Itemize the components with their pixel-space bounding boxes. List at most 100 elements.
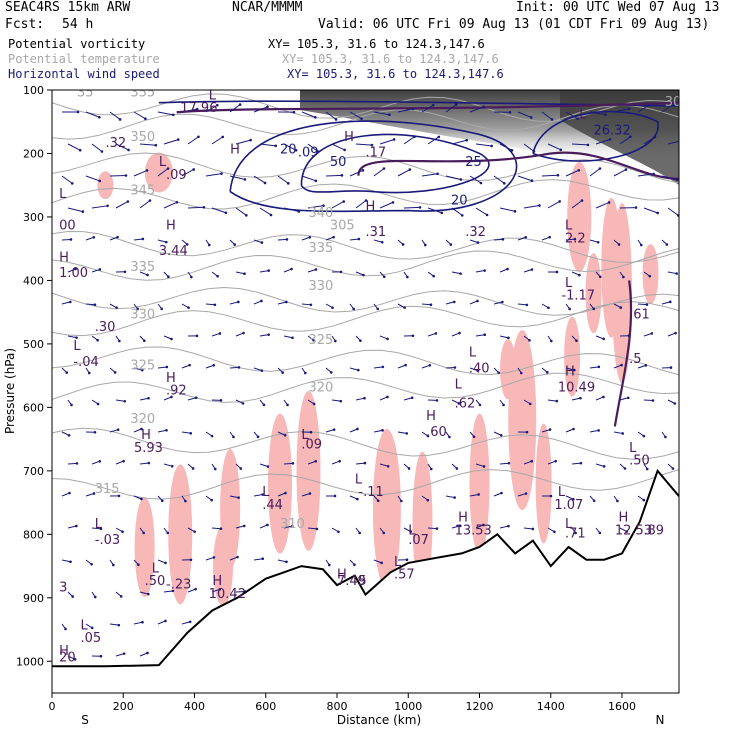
wind-vector	[139, 462, 149, 465]
wind-vector	[541, 429, 551, 433]
wind-vector-head	[620, 363, 623, 367]
wind-vector	[109, 236, 118, 241]
isentrope-label: 35	[77, 85, 94, 100]
wind-vector-head	[170, 337, 173, 341]
wind-vector	[67, 207, 83, 213]
wind-vector-head	[647, 103, 651, 107]
wind-vector	[163, 139, 179, 145]
wind-vector-head	[676, 214, 679, 217]
wind-vector	[595, 396, 604, 401]
wind-vector-head	[213, 303, 217, 307]
wind-vector-head	[144, 117, 147, 121]
wind-vector-head	[413, 135, 416, 139]
wind-vector-head	[550, 118, 554, 121]
wind-vector-head	[568, 307, 571, 311]
wind-vector	[373, 429, 383, 433]
wind-vector	[451, 207, 463, 216]
wind-vector	[445, 104, 457, 113]
wind-vector-head	[267, 333, 271, 336]
forecast-label: Fcst:	[5, 17, 45, 32]
wind-vector	[139, 397, 149, 401]
wind-vector	[109, 429, 119, 433]
field-xy-theta: XY= 105.3, 31.6 to 124.3,147.6	[282, 52, 499, 66]
wind-vector	[667, 271, 677, 275]
wind-vector-head	[166, 531, 170, 535]
pv-extremum-label: H	[426, 409, 436, 424]
wind-vector	[181, 621, 191, 625]
wind-vector-head	[236, 555, 239, 559]
wind-vector-head	[171, 113, 175, 117]
x-axis-label: Distance (km)	[337, 713, 421, 727]
wind-vector-head	[429, 467, 433, 471]
wind-vector-head	[238, 103, 242, 106]
wind-vector	[325, 111, 337, 120]
isentrope-label: 330	[130, 308, 155, 323]
wind-vector-head	[558, 200, 561, 203]
wind-vector-head	[448, 435, 451, 439]
wind-vector	[355, 397, 365, 401]
wind-vector	[427, 332, 437, 337]
pv-contour	[176, 101, 679, 114]
wind-vector-head	[334, 339, 337, 343]
wind-vector	[565, 169, 580, 177]
wind-vector-head	[127, 148, 130, 152]
wind-vector-head	[642, 434, 646, 438]
wind-vector-head	[242, 331, 245, 335]
wind-vector	[403, 136, 415, 145]
wind-vector-head	[645, 303, 649, 306]
wind-vector-head	[126, 200, 130, 203]
wind-vector-head	[353, 563, 356, 566]
wind-vector	[253, 175, 266, 184]
isentrope-line	[52, 230, 679, 263]
terrain-fill	[52, 470, 679, 693]
pv-extremum-label: L	[565, 219, 573, 234]
wind-vector-head	[340, 174, 344, 177]
pv-extremum-label: .32	[105, 136, 126, 151]
wind-vector-head	[69, 300, 72, 304]
wind-vector	[229, 301, 239, 305]
wind-vector-head	[291, 524, 294, 528]
wind-vector	[427, 207, 442, 214]
wind-vector-head	[266, 523, 269, 527]
wind-vector	[85, 303, 95, 306]
wind-vector-head	[503, 182, 506, 185]
pv-extremum-label: H	[337, 568, 347, 583]
wind-vector-head	[121, 530, 124, 534]
pv-shade-region	[535, 423, 552, 544]
wind-vector	[595, 202, 610, 209]
wind-vector-head	[410, 396, 414, 400]
wind-vector	[277, 431, 286, 436]
wind-vector-head	[96, 402, 100, 406]
wind-vector	[619, 397, 629, 401]
wind-vector	[331, 460, 340, 465]
wind-vector	[181, 431, 191, 434]
wind-vector-head	[432, 274, 435, 278]
wind-vector-head	[457, 402, 461, 405]
wind-vector-head	[284, 491, 287, 495]
isentrope-label: 335	[130, 260, 155, 275]
wind-vector	[283, 462, 293, 465]
wind-vector-head	[176, 138, 180, 141]
wind-vector	[445, 495, 455, 499]
wind-vector-head	[69, 560, 72, 564]
wind-vector	[355, 200, 367, 209]
wind-vector-head	[578, 273, 581, 277]
wind-vector-head	[70, 182, 74, 185]
wind-vector-head	[634, 206, 638, 209]
wind-vector	[187, 397, 197, 401]
y-tick-label: 600	[23, 401, 44, 414]
wind-vector-head	[338, 459, 341, 463]
wind-vector-head	[573, 237, 577, 241]
valid-time: Valid: 06 UTC Fri 09 Aug 13 (01 CDT Fri …	[318, 17, 710, 32]
model-title: SEAC4RS 15km ARW	[5, 0, 131, 15]
pv-extremum-label: -.03	[95, 533, 120, 548]
wind-vector-head	[501, 238, 505, 241]
wind-vector-head	[401, 243, 405, 246]
wind-vector-head	[525, 303, 529, 307]
wind-vector-head	[193, 530, 196, 533]
pv-extremum-label: -.11	[358, 485, 383, 500]
wind-vector-head	[142, 531, 145, 535]
wind-vector-head	[652, 172, 655, 176]
wind-vector-head	[549, 494, 553, 498]
wind-vector-head	[616, 499, 619, 503]
